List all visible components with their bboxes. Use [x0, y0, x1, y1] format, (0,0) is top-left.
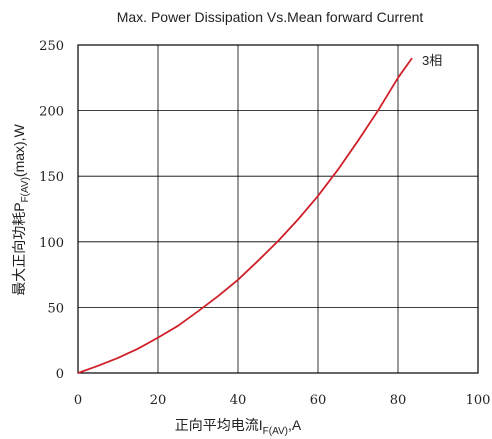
x-axis-label-main: 正向平均电流I: [175, 417, 263, 433]
x-tick-label-3: 60: [310, 393, 327, 408]
y-tick-label-1: 50: [47, 301, 64, 316]
series-layer: 3相: [77, 53, 442, 374]
y-tick-label-3: 150: [39, 170, 64, 185]
y-axis-label-main: 最大正向功耗P: [11, 202, 27, 295]
series-line-0: [77, 57, 413, 374]
x-axis-label-unit: ,A: [288, 417, 302, 433]
y-tick-label-4: 200: [39, 105, 64, 120]
y-tick-label-2: 100: [39, 236, 64, 251]
plot-frame: [77, 44, 479, 374]
x-tick-label-0: 0: [74, 393, 82, 408]
y-axis-label-unit: (max),W: [11, 123, 27, 177]
grid-lines: [78, 45, 478, 373]
x-tick-label-4: 80: [390, 393, 407, 408]
x-tick-label-1: 20: [150, 393, 167, 408]
x-axis-label-subscript: F(AV): [263, 426, 288, 437]
y-tick-label-5: 250: [39, 39, 64, 54]
x-tick-label-5: 100: [466, 393, 491, 408]
y-axis-label-subscript: F(AV): [20, 177, 31, 202]
y-tick-labels: 0 50 100 150 200 250: [39, 39, 64, 382]
x-tick-label-2: 40: [230, 393, 247, 408]
x-axis-label: 正向平均电流IF(AV),A: [175, 417, 302, 437]
y-tick-label-0: 0: [56, 367, 64, 382]
x-tick-labels: 0 20 40 60 80 100: [74, 393, 491, 408]
y-axis-label: 最大正向功耗PF(AV)(max),W: [11, 123, 31, 295]
series-label-0: 3相: [422, 53, 442, 68]
chart-title: Max. Power Dissipation Vs.Mean forward C…: [117, 9, 424, 25]
